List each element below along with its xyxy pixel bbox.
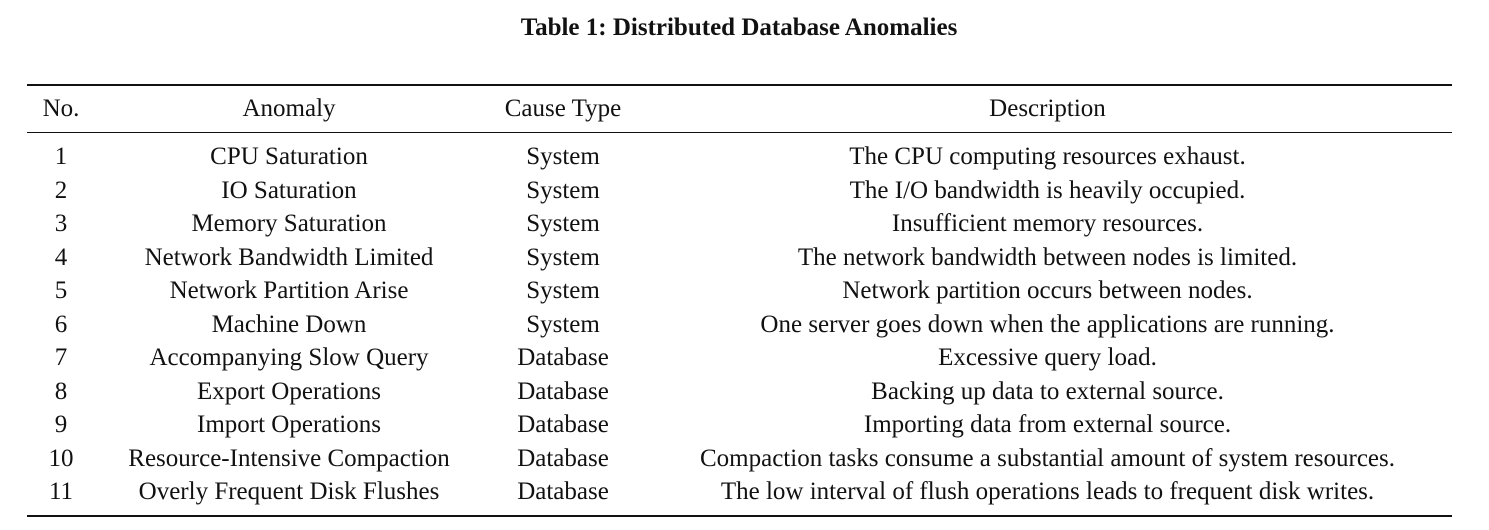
cell-no: 9 <box>54 411 68 439</box>
header-row: No. Anomaly Cause Type Description <box>27 85 1452 133</box>
table-caption: Table 1: Distributed Database Anomalies <box>520 14 958 41</box>
cell-no: 11 <box>48 478 74 506</box>
cell-description: Importing data from external source. <box>863 411 1232 439</box>
table-row: 8 Export Operations Database Backing up dat… <box>27 375 1452 409</box>
cell-description: One server goes down when the applicatio… <box>760 310 1335 338</box>
cell-anomaly: Accompanying Slow Query <box>149 344 429 372</box>
cell-cause-type: System <box>526 210 600 238</box>
header-cause-type: Cause Type <box>504 95 622 122</box>
cell-anomaly: Overly Frequent Disk Flushes <box>138 478 440 506</box>
table-row: 6 Machine Down System One server goes down … <box>27 308 1452 342</box>
table-row: 11 Overly Frequent Disk Flushes Database Th… <box>27 475 1452 516</box>
cell-cause-type: Database <box>517 444 609 472</box>
cell-no: 7 <box>54 344 68 372</box>
cell-no: 2 <box>54 176 68 204</box>
cell-anomaly: IO Saturation <box>221 176 357 204</box>
table-row: 4 Network Bandwidth Limited System The netw… <box>27 241 1452 275</box>
cell-description: Compaction tasks consume a substantial a… <box>699 444 1395 472</box>
cell-anomaly: Resource-Intensive Compaction <box>128 444 450 472</box>
cell-anomaly: Network Bandwidth Limited <box>144 243 434 271</box>
cell-no: 4 <box>54 243 68 271</box>
anomalies-table: No. Anomaly Cause Type Description 1 CPU … <box>27 84 1452 517</box>
cell-no: 5 <box>54 277 68 305</box>
cell-anomaly: Import Operations <box>197 411 381 439</box>
cell-cause-type: Database <box>517 411 609 439</box>
cell-cause-type: System <box>526 243 600 271</box>
cell-no: 8 <box>54 377 68 405</box>
header-description: Description <box>989 95 1106 122</box>
table-row: 1 CPU Saturation System The CPU computing r… <box>27 133 1452 174</box>
cell-cause-type: Database <box>517 377 609 405</box>
cell-anomaly: Export Operations <box>197 377 381 405</box>
cell-no: 3 <box>54 210 68 238</box>
cell-no: 6 <box>54 310 68 338</box>
table-row: 10 Resource-Intensive Compaction Database C… <box>27 442 1452 476</box>
cell-anomaly: Memory Saturation <box>191 210 387 238</box>
cell-cause-type: Database <box>517 478 609 506</box>
cell-description: Backing up data to external source. <box>871 377 1224 405</box>
cell-description: Network partition occurs between nodes. <box>842 277 1253 305</box>
cell-no: 10 <box>48 444 74 472</box>
cell-anomaly: Network Partition Arise <box>169 277 409 305</box>
cell-no: 1 <box>54 143 68 171</box>
table-row: 2 IO Saturation System The I/O bandwidth is… <box>27 174 1452 208</box>
cell-description: Insufficient memory resources. <box>891 210 1204 238</box>
table-row: 9 Import Operations Database Importing data… <box>27 408 1452 442</box>
cell-description: The low interval of flush operations lea… <box>720 478 1375 506</box>
cell-description: Excessive query load. <box>938 344 1157 372</box>
header-anomaly: Anomaly <box>242 95 336 122</box>
cell-cause-type: Database <box>517 344 609 372</box>
cell-cause-type: System <box>526 176 600 204</box>
cell-description: The network bandwidth between nodes is l… <box>797 243 1298 271</box>
cell-anomaly: Machine Down <box>211 310 367 338</box>
table-row: 5 Network Partition Arise System Network pa… <box>27 274 1452 308</box>
cell-cause-type: System <box>526 310 600 338</box>
header-no: No. <box>42 95 80 122</box>
table-header: No. Anomaly Cause Type Description <box>27 85 1452 133</box>
cell-anomaly: CPU Saturation <box>210 143 368 171</box>
anomalies-table-container: No. Anomaly Cause Type Description 1 CPU … <box>27 84 1452 517</box>
table-body: 1 CPU Saturation System The CPU computing r… <box>27 133 1452 516</box>
cell-description: The CPU computing resources exhaust. <box>849 143 1246 171</box>
cell-description: The I/O bandwidth is heavily occupied. <box>849 176 1246 204</box>
table-row: 3 Memory Saturation System Insufficient mem… <box>27 207 1452 241</box>
table-row: 7 Accompanying Slow Query Database Excessiv… <box>27 341 1452 375</box>
cell-cause-type: System <box>526 277 600 305</box>
cell-cause-type: System <box>526 143 600 171</box>
